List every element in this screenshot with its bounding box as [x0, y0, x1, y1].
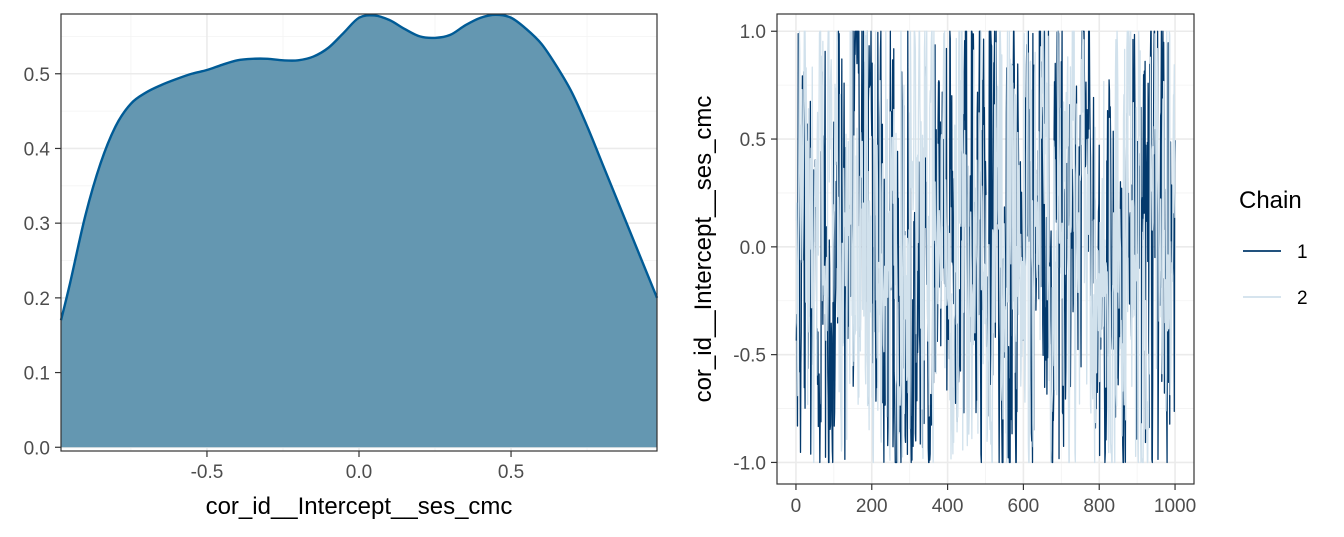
trace-y-tick-label: 0.0 [740, 238, 766, 259]
trace-x-tick-label: 400 [932, 496, 964, 517]
density-area [61, 14, 657, 448]
legend: Chain 1 2 [1239, 187, 1308, 309]
density-x-tick-label: 0.5 [498, 462, 524, 483]
density-line [59, 13, 659, 321]
trace-panel: 0 200 400 600 800 1000 -1.0 -0.5 0.0 0.5 1.0 cor_i… [690, 13, 1196, 517]
density-x-tick-label: 0.0 [346, 462, 372, 483]
trace-series-chain-2 [795, 30, 1176, 464]
trace-x-tick-label: 600 [1008, 496, 1040, 517]
density-panel: -0.5 0.0 0.5 0.0 0.1 0.2 0.3 0.4 0.5 cor_id__Int… [24, 13, 659, 520]
density-y-tick-label: 0.5 [24, 65, 50, 86]
legend-title: Chain [1239, 187, 1302, 214]
trace-x-tick-label: 200 [856, 496, 888, 517]
trace-y-axis-title: cor_id__Intercept__ses_cmc [690, 96, 717, 403]
trace-lines [795, 30, 1176, 464]
density-y-tick-label: 0.4 [24, 139, 51, 160]
trace-x-tick-label: 800 [1083, 496, 1115, 517]
density-y-tick-label: 0.1 [24, 364, 50, 385]
legend-label-chain-1: 1 [1297, 242, 1308, 263]
density-y-tick-label: 0.0 [24, 438, 50, 459]
trace-panel-border [776, 13, 1195, 485]
trace-axes: 0 200 400 600 800 1000 -1.0 -0.5 0.0 0.5 1.0 [733, 22, 1196, 517]
trace-y-tick-label: -0.5 [733, 346, 766, 367]
density-y-tick-label: 0.2 [24, 289, 50, 310]
trace-x-tick-label: 0 [791, 496, 802, 517]
trace-y-tick-label: -1.0 [733, 453, 766, 474]
density-axes: -0.5 0.0 0.5 0.0 0.1 0.2 0.3 0.4 0.5 [24, 65, 525, 483]
trace-y-tick-label: 1.0 [740, 22, 766, 43]
trace-y-tick-label: 0.5 [740, 130, 766, 151]
trace-x-tick-label: 1000 [1154, 496, 1196, 517]
density-y-tick-label: 0.3 [24, 214, 50, 235]
density-x-tick-label: -0.5 [191, 462, 224, 483]
density-x-axis-title: cor_id__Intercept__ses_cmc [206, 493, 513, 520]
legend-label-chain-2: 2 [1297, 288, 1308, 309]
